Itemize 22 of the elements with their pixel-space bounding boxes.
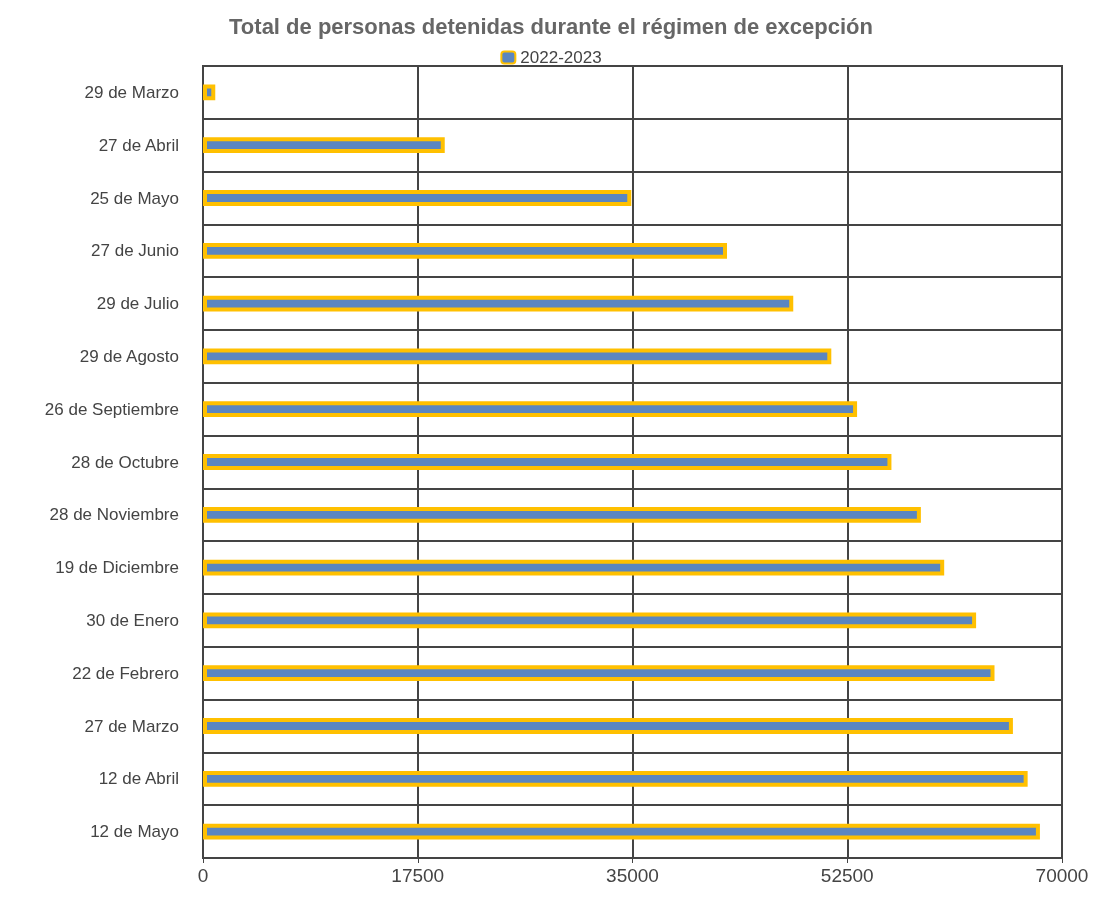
x-tick-label: 70000 (1035, 865, 1089, 886)
x-tick-label: 0 (197, 865, 209, 886)
y-tick-label: 29 de Marzo (84, 82, 179, 102)
y-tick-label: 27 de Abril (98, 135, 179, 155)
legend-label: 2022-2023 (520, 48, 602, 67)
x-tick-label: 17500 (391, 865, 445, 886)
y-tick-label: 27 de Junio (91, 241, 179, 261)
y-tick-label: 12 de Abril (98, 769, 179, 789)
y-tick-label: 26 de Septiembre (44, 399, 179, 419)
x-tick-label: 35000 (606, 865, 659, 886)
chart-title: Total de personas detenidas durante el régimen de excepción (229, 13, 873, 39)
y-tick-label: 12 de Mayo (90, 822, 179, 842)
y-tick-label: 30 de Enero (86, 610, 179, 630)
y-tick-label: 19 de Diciembre (55, 558, 179, 578)
y-tick-label: 29 de Agosto (79, 346, 179, 366)
y-tick-label: 28 de Octubre (71, 452, 179, 472)
y-tick-label: 25 de Mayo (90, 188, 179, 208)
y-tick-label: 29 de Julio (96, 294, 179, 314)
y-tick-label: 22 de Febrero (72, 663, 179, 683)
y-tick-label: 28 de Noviembre (49, 505, 179, 525)
y-tick-label: 27 de Marzo (84, 716, 179, 736)
x-tick-label: 52500 (820, 865, 874, 886)
